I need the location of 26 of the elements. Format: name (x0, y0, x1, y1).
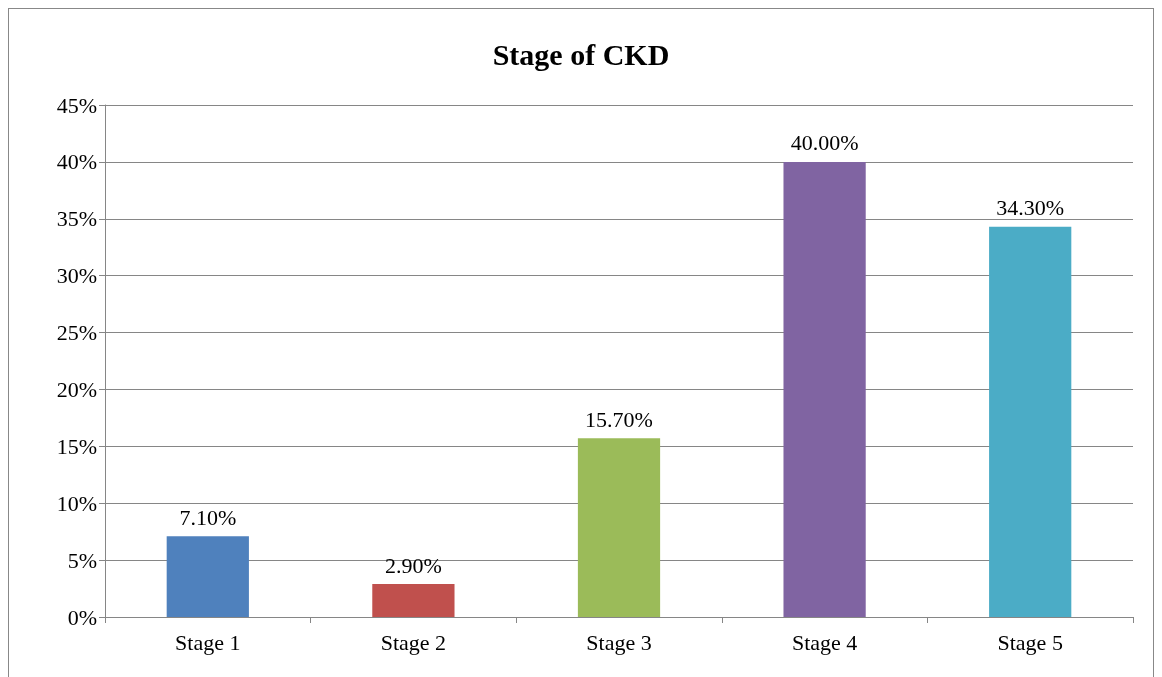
data-label: 15.70% (585, 406, 653, 432)
y-tick-label: 45% (56, 92, 97, 118)
data-label: 2.90% (384, 552, 442, 578)
bar (783, 161, 866, 617)
data-label: 34.30% (996, 195, 1065, 221)
data-label: 7.10% (179, 504, 237, 530)
y-tick-label: 20% (56, 376, 97, 402)
chart-title: Stage of CKD (492, 37, 670, 71)
x-tick-label: Stage 4 (791, 629, 858, 655)
y-tick-label: 10% (56, 490, 97, 516)
bar (372, 584, 455, 617)
y-tick-label: 35% (56, 206, 97, 232)
y-tick-label: 30% (56, 263, 97, 289)
x-tick-label: Stage 1 (175, 629, 241, 655)
bar (577, 438, 661, 617)
y-tick-label: 40% (56, 149, 97, 175)
y-tick-label: 0% (67, 604, 97, 630)
x-tick-label: Stage 3 (586, 629, 652, 655)
data-label: 40.00% (790, 130, 859, 156)
x-tick-label: Stage 2 (380, 629, 447, 655)
y-tick-label: 5% (67, 547, 97, 573)
bar (989, 226, 1072, 617)
y-tick-label: 25% (56, 320, 97, 346)
x-tick-label: Stage 5 (997, 629, 1063, 655)
y-tick-label: 15% (56, 433, 97, 459)
bar (166, 536, 249, 617)
